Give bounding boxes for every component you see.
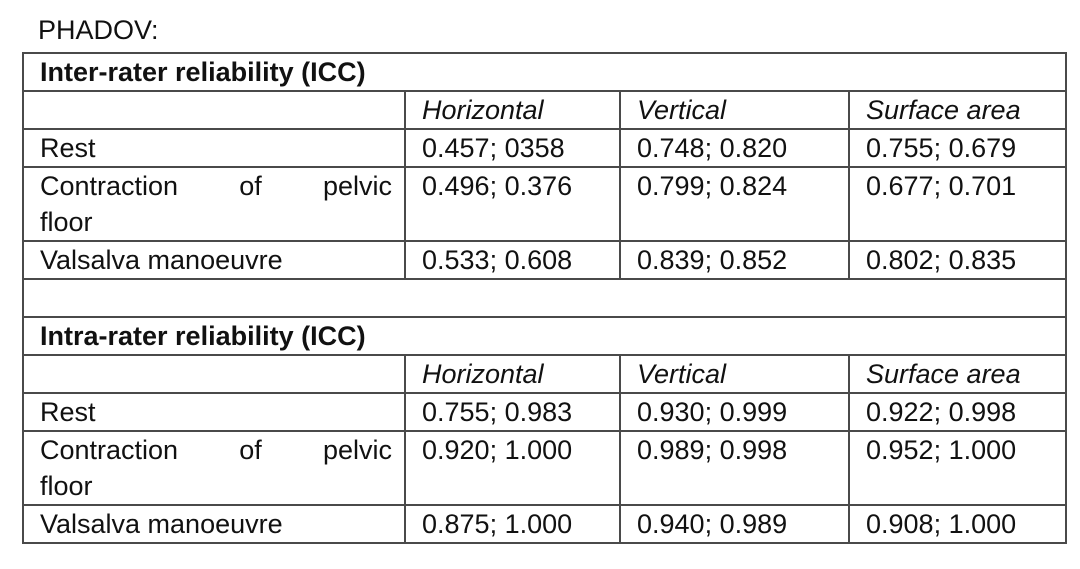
table-row: Rest 0.457; 0358 0.748; 0.820 0.755; 0.6… (22, 128, 1068, 168)
row-label: Valsalva manoeuvre (22, 240, 406, 280)
cell-horizontal: 0.875; 1.000 (404, 504, 621, 544)
cell-horizontal: 0.920; 1.000 (404, 430, 621, 506)
column-header-vertical: Vertical (619, 90, 850, 130)
section-heading-row: Intra-rater reliability (ICC) (21, 316, 1068, 356)
section-heading: Inter-rater reliability (ICC) (21, 52, 1068, 92)
table-row: Valsalva manoeuvre 0.875; 1.000 0.940; 0… (22, 504, 1068, 544)
table-row: Contraction of pelvic floor 0.920; 1.000… (22, 430, 1068, 506)
cell-horizontal: 0.755; 0.983 (404, 392, 621, 432)
row-label-line-2: floor (40, 207, 93, 237)
header-empty-cell (22, 90, 406, 130)
page-title: PHADOV: (38, 15, 159, 45)
table-row: Contraction of pelvic floor 0.496; 0.376… (22, 166, 1068, 242)
table-row: Valsalva manoeuvre 0.533; 0.608 0.839; 0… (22, 240, 1068, 280)
header-empty-cell (22, 354, 406, 394)
cell-horizontal: 0.457; 0358 (404, 128, 621, 168)
cell-surface-area: 0.922; 0.998 (847, 392, 1068, 432)
cell-surface-area: 0.908; 1.000 (847, 504, 1068, 544)
column-header-surface-area: Surface area (847, 354, 1068, 394)
table-row: Rest 0.755; 0.983 0.930; 0.999 0.922; 0.… (22, 392, 1068, 432)
column-header-row: Horizontal Vertical Surface area (22, 354, 1068, 394)
reliability-table: Inter-rater reliability (ICC) Horizontal… (21, 52, 1068, 544)
section-heading-row: Inter-rater reliability (ICC) (21, 52, 1068, 92)
spacer-row (21, 278, 1068, 318)
cell-horizontal: 0.496; 0.376 (404, 166, 621, 242)
cell-vertical: 0.989; 0.998 (619, 430, 850, 506)
column-header-horizontal: Horizontal (404, 354, 621, 394)
cell-vertical: 0.748; 0.820 (619, 128, 850, 168)
row-label-line-1: Contraction of pelvic (40, 171, 392, 201)
cell-surface-area: 0.802; 0.835 (847, 240, 1068, 280)
cell-vertical: 0.839; 0.852 (619, 240, 850, 280)
column-header-horizontal: Horizontal (404, 90, 621, 130)
cell-surface-area: 0.677; 0.701 (847, 166, 1068, 242)
row-label-line-1: Contraction of pelvic (40, 435, 392, 465)
row-label: Contraction of pelvic floor (22, 166, 406, 242)
spacer-cell (21, 278, 1068, 318)
cell-surface-area: 0.952; 1.000 (847, 430, 1068, 506)
cell-horizontal: 0.533; 0.608 (404, 240, 621, 280)
cell-surface-area: 0.755; 0.679 (847, 128, 1068, 168)
column-header-row: Horizontal Vertical Surface area (22, 90, 1068, 130)
cell-vertical: 0.930; 0.999 (619, 392, 850, 432)
column-header-surface-area: Surface area (847, 90, 1068, 130)
section-heading: Intra-rater reliability (ICC) (21, 316, 1068, 356)
row-label-line-2: floor (40, 471, 93, 501)
row-label: Rest (22, 392, 406, 432)
row-label: Rest (22, 128, 406, 168)
row-label: Valsalva manoeuvre (22, 504, 406, 544)
cell-vertical: 0.799; 0.824 (619, 166, 850, 242)
column-header-vertical: Vertical (619, 354, 850, 394)
row-label: Contraction of pelvic floor (22, 430, 406, 506)
cell-vertical: 0.940; 0.989 (619, 504, 850, 544)
